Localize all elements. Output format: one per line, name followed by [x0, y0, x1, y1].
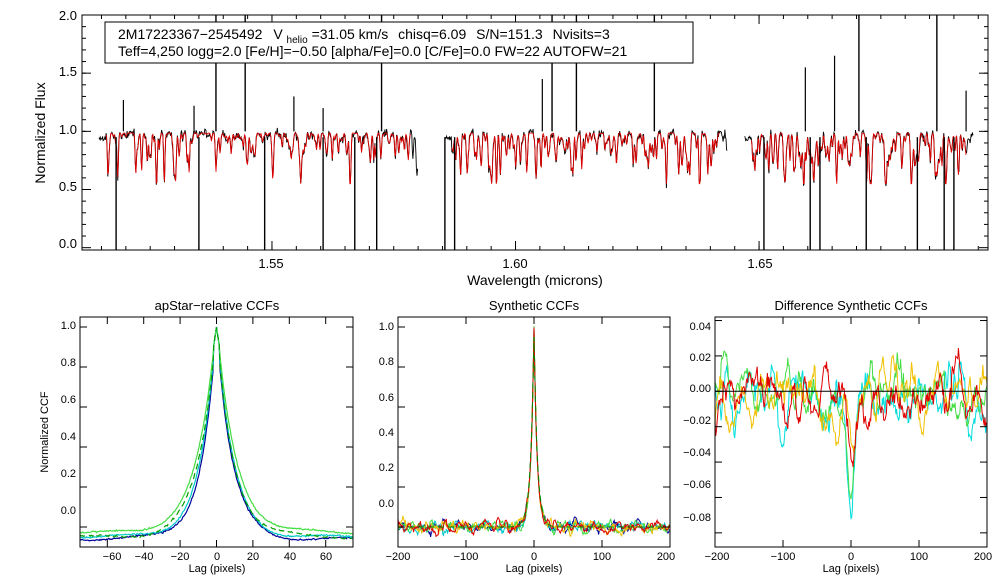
- difference-ccf-visit-4: [714, 347, 988, 467]
- difference-ytick-label: 0.04: [690, 321, 711, 333]
- difference-ytick-label: 0.02: [690, 352, 711, 364]
- synthetic-xtick-label: 0: [531, 551, 537, 563]
- difference-ytick-label: −0.08: [683, 512, 711, 524]
- difference-ytick-label: 0.00: [690, 383, 711, 395]
- synthetic-ccf-panel: Synthetic CCFs 0.0 0.2 0.4 0.6 0.8 1.0 −…: [379, 298, 675, 575]
- spectrum-frame: [81, 14, 989, 251]
- object-id: 2M17223367−2545492: [118, 26, 263, 42]
- spectrum-ytick-label: 1.0: [59, 122, 77, 137]
- spectrum-ytick-label: 2.0: [59, 8, 77, 23]
- info-box-line-1: 2M17223367−2545492 V helio =31.05 km/s c…: [118, 26, 610, 46]
- synthetic-ytick-label: 0.2: [379, 462, 394, 474]
- synthetic-ytick-label: 0.8: [379, 356, 394, 368]
- spectrum-xtick-label: 1.60: [502, 256, 527, 271]
- difference-ytick-label: −0.04: [683, 447, 711, 459]
- synthetic-ytick-label: 0.6: [379, 392, 394, 404]
- synthetic-ccf-plot-area: [397, 325, 671, 538]
- spectrum-xtick-label: 1.55: [258, 256, 283, 271]
- apstar-ytick-label: 0.8: [61, 357, 76, 369]
- synthetic-fit-chip-2: [451, 132, 721, 185]
- synthetic-ccf-visit-1: [397, 328, 671, 538]
- spectrum-ticks: [82, 14, 988, 250]
- synthetic-fit-chip-1: [105, 132, 412, 185]
- apstar-ytick-label: 0.4: [61, 431, 76, 443]
- apstar-ccf-visit-3: [80, 327, 354, 535]
- difference-ccf-ticks: [714, 317, 988, 547]
- difference-ytick-label: −0.02: [683, 415, 711, 427]
- nvisits-value: Nvisits=3: [553, 26, 610, 42]
- spectrum-ytick-label: 0.0: [59, 236, 77, 251]
- synthetic-ccf-model: [398, 336, 670, 528]
- synthetic-xlabel: Lag (pixels): [506, 563, 563, 575]
- difference-ccf-panel: Difference Synthetic CCFs 0.04 0.02 0.00…: [683, 298, 992, 575]
- difference-xtick-label: −200: [705, 551, 730, 563]
- synthetic-ccf-title: Synthetic CCFs: [489, 298, 580, 313]
- difference-ccf-plot-area: [714, 347, 988, 520]
- vhelio-value: =31.05 km/s: [312, 26, 389, 42]
- difference-xtick-label: 200: [974, 551, 992, 563]
- vhelio-subscript: helio: [287, 35, 309, 46]
- apstar-xtick-label: 0: [214, 551, 220, 563]
- spectrum-ytick-label: 1.5: [59, 64, 77, 79]
- difference-xtick-label: 100: [910, 551, 928, 563]
- apstar-ccf-panel: apStar−relative CCFs 0.0 0.2 0.4 0.6 0.8…: [39, 298, 354, 575]
- apstar-xlabel: Lag (pixels): [189, 563, 246, 575]
- difference-xtick-label: −100: [771, 551, 796, 563]
- spectrum-ytick-label: 0.5: [59, 179, 77, 194]
- apstar-ccf-combined: [79, 327, 354, 540]
- apstar-xtick-label: 60: [320, 551, 332, 563]
- apstar-xtick-label: −40: [135, 551, 154, 563]
- apstar-xtick-label: −60: [103, 551, 122, 563]
- synthetic-xtick-label: −200: [386, 551, 411, 563]
- synthetic-xtick-label: 200: [657, 551, 675, 563]
- info-box-line-2: Teff=4,250 logg=2.0 [Fe/H]=−0.50 [alpha/…: [118, 43, 627, 59]
- synthetic-ytick-label: 0.0: [379, 498, 394, 510]
- apstar-ylabel: Normalized CCF: [39, 391, 51, 473]
- apstar-ccf-plot-area: [79, 326, 354, 542]
- spectrum-info-box: 2M17223367−2545492 V helio =31.05 km/s c…: [104, 21, 694, 64]
- apstar-ytick-label: 1.0: [61, 320, 76, 332]
- apstar-ccf-frame: [79, 316, 354, 548]
- apstar-ytick-label: 0.2: [61, 468, 76, 480]
- difference-xlabel: Lag (pixels): [823, 563, 880, 575]
- vhelio-prefix: V: [273, 26, 283, 42]
- synthetic-fit-chip-3: [751, 132, 967, 185]
- info-box-frame: [104, 21, 694, 64]
- apstar-ytick-label: 0.0: [61, 505, 76, 517]
- apstar-xtick-label: −20: [171, 551, 190, 563]
- spectrum-xlabel: Wavelength (microns): [467, 272, 603, 288]
- apstar-ccf-ticks: [80, 317, 353, 547]
- apstar-xtick-label: 40: [284, 551, 296, 563]
- apstar-ytick-label: 0.6: [61, 394, 76, 406]
- difference-ccf-title: Difference Synthetic CCFs: [775, 298, 928, 313]
- apstar-ccf-visit-1: [79, 326, 354, 542]
- spectrum-ylabel: Normalized Flux: [32, 82, 48, 183]
- synthetic-xtick-label: 100: [593, 551, 611, 563]
- apstar-xtick-label: 20: [247, 551, 259, 563]
- synthetic-ccf-ticks: [397, 317, 671, 547]
- difference-xtick-label: 0: [848, 551, 854, 563]
- snr-value: S/N=151.3: [476, 26, 543, 42]
- difference-ytick-label: −0.06: [683, 479, 711, 491]
- synthetic-ytick-label: 1.0: [379, 321, 394, 333]
- apstar-ccf-visit-2: [79, 327, 354, 540]
- spectrum-panel: 2.0 1.5 1.0 0.5 0.0 1.55 1.60 1.65 Wavel…: [32, 8, 989, 288]
- synthetic-xtick-label: −100: [454, 551, 479, 563]
- chisq-value: chisq=6.09: [398, 26, 466, 42]
- spectrum-xtick-label: 1.65: [747, 256, 772, 271]
- apstar-ccf-title: apStar−relative CCFs: [155, 298, 280, 313]
- synthetic-ytick-label: 0.4: [379, 427, 394, 439]
